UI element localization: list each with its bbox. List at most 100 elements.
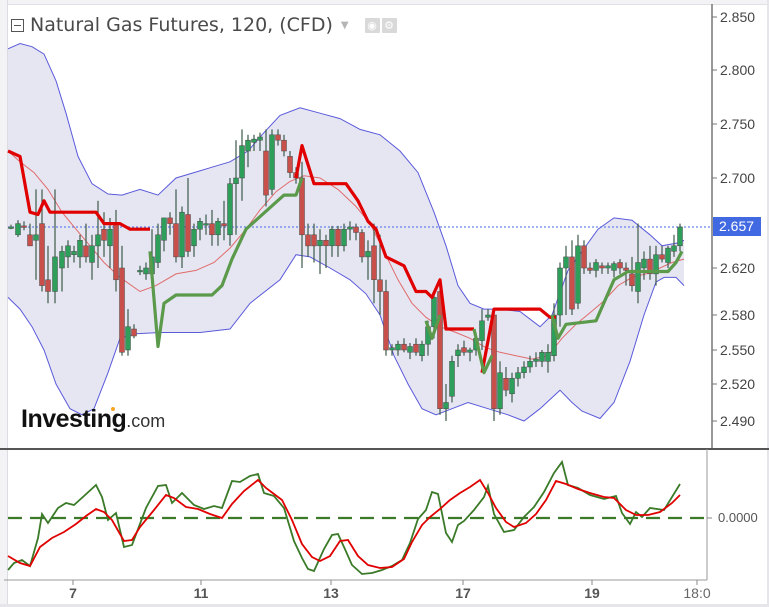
candle-body xyxy=(305,234,311,247)
candle-body xyxy=(52,256,58,292)
candle xyxy=(545,344,551,373)
candle-body xyxy=(509,378,515,395)
candle xyxy=(365,240,371,280)
candle xyxy=(467,347,473,362)
candle-body xyxy=(371,245,377,280)
candle xyxy=(641,251,647,280)
trailing-stop-lines xyxy=(7,144,684,375)
candle xyxy=(629,256,635,292)
candle-body xyxy=(413,343,419,353)
candle-body xyxy=(113,223,119,281)
candle-body xyxy=(437,291,443,409)
candle xyxy=(557,262,563,327)
candle-body xyxy=(605,265,611,269)
candle-body xyxy=(587,267,593,271)
candle-body xyxy=(83,245,89,258)
candle xyxy=(611,261,617,278)
candle-body xyxy=(611,263,617,271)
candle xyxy=(245,134,251,168)
candle-body xyxy=(15,223,21,236)
candle-body xyxy=(527,361,533,368)
candle xyxy=(27,223,33,247)
candle-body xyxy=(137,270,143,273)
investing-logo: Investing .com xyxy=(21,405,165,434)
candle-body xyxy=(59,251,65,269)
candle-body xyxy=(329,228,335,247)
candle-body xyxy=(233,177,239,184)
candle-body xyxy=(407,346,413,353)
dropdown-caret-icon[interactable]: ▼ xyxy=(340,19,349,31)
middle-band-line xyxy=(7,150,685,360)
price-label: 2.520 xyxy=(720,376,756,392)
candle xyxy=(21,221,27,231)
candle-body xyxy=(665,247,671,263)
candle xyxy=(215,217,221,246)
gear-icon[interactable]: ⚙ xyxy=(381,17,397,33)
candle xyxy=(197,217,203,241)
candle-body xyxy=(209,223,215,236)
candle xyxy=(539,350,545,367)
collapse-icon[interactable] xyxy=(11,18,24,32)
candle xyxy=(275,129,281,146)
oscillator-lines xyxy=(7,459,681,575)
candle-body xyxy=(287,156,293,173)
time-label: 13 xyxy=(323,585,339,601)
candle-body xyxy=(317,240,323,247)
candle xyxy=(461,340,467,356)
candle-body xyxy=(101,228,107,241)
candle xyxy=(413,338,419,356)
candle xyxy=(521,361,527,379)
trailing-stop-up-line xyxy=(424,314,442,340)
candle-body xyxy=(377,279,383,292)
candle-body xyxy=(33,234,39,241)
candle xyxy=(77,234,83,268)
candle-body xyxy=(503,378,509,391)
candle-body xyxy=(569,256,575,310)
eye-icon[interactable]: ◉ xyxy=(364,17,380,33)
candle xyxy=(563,245,569,315)
candle xyxy=(569,240,575,315)
candle xyxy=(455,344,461,367)
candle xyxy=(677,223,683,252)
candle-body xyxy=(419,343,425,356)
candle-body xyxy=(593,262,599,271)
candle xyxy=(581,240,587,274)
candle xyxy=(161,217,167,252)
candle-body xyxy=(263,150,269,196)
candle-body xyxy=(257,136,263,141)
candle-body xyxy=(677,226,683,247)
candle-body xyxy=(95,234,101,247)
candlesticks xyxy=(8,129,683,421)
candle xyxy=(323,234,329,268)
candle-body xyxy=(131,328,137,337)
candle-body xyxy=(599,265,605,269)
price-label: 2.800 xyxy=(720,62,756,78)
time-label: 17 xyxy=(455,585,471,601)
candle-body xyxy=(125,326,131,351)
candle xyxy=(263,129,269,207)
candle xyxy=(221,200,227,241)
candle-body xyxy=(575,245,581,304)
candle-body xyxy=(185,214,191,252)
logo-brand: Investing xyxy=(21,405,127,433)
right-border xyxy=(767,0,769,607)
candle-body xyxy=(143,267,149,275)
candle-body xyxy=(671,245,677,252)
candle-body xyxy=(311,234,317,247)
candle xyxy=(485,309,491,321)
candle xyxy=(167,212,173,235)
candle-body xyxy=(347,226,353,230)
candle xyxy=(503,367,509,397)
oscillator-slow-line xyxy=(7,478,681,569)
candle xyxy=(137,265,143,276)
candle xyxy=(305,223,311,257)
candle-body xyxy=(173,223,179,258)
candle-body xyxy=(647,258,653,275)
candle-body xyxy=(89,245,95,263)
candle-body xyxy=(167,217,173,224)
candle-body xyxy=(119,267,125,353)
candle-body xyxy=(389,347,395,351)
time-label: 19 xyxy=(584,585,600,601)
